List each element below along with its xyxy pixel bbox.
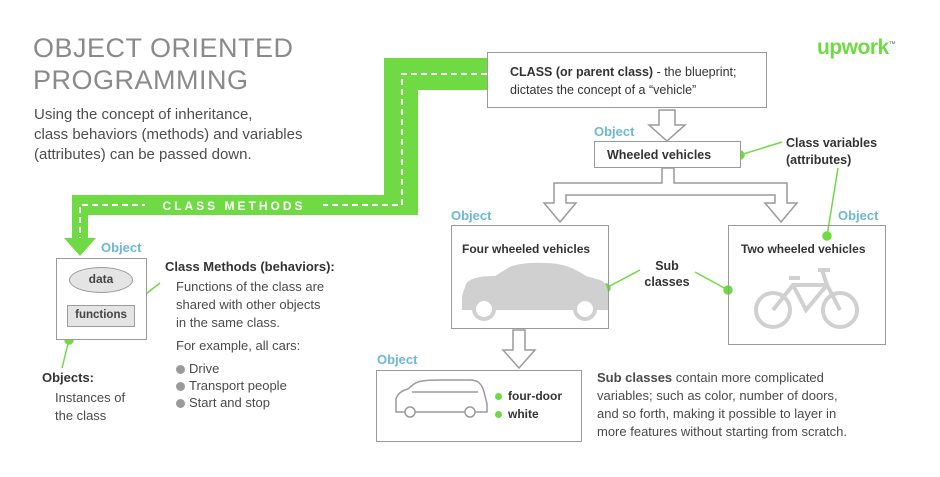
class-variables-line: Class variables: [786, 136, 878, 150]
logo-text: upwork: [817, 36, 889, 59]
sub-classes-label: Sub classes: [640, 258, 694, 290]
class-box-text-line2: dictates the concept of a “vehicle”: [510, 83, 697, 97]
sub-desc-line: variables; such as color, number of door…: [597, 388, 838, 403]
page-title: OBJECT ORIENTED PROGRAMMING: [33, 32, 294, 96]
object-label: Object: [451, 208, 492, 223]
object-box: data functions: [56, 258, 147, 340]
four-wheeled-box: Four wheeled vehicles: [451, 225, 609, 329]
object-label: Object: [101, 240, 142, 255]
logo-trademark: ™: [888, 41, 896, 48]
objects-desc: Instances of the class: [55, 389, 125, 425]
intro-line: Using the concept of inheritance,: [34, 106, 253, 123]
green-dot-icon: [495, 393, 502, 401]
example-intro: For example, all cars:: [176, 338, 301, 353]
sub-desc-line: more features without starting from scra…: [597, 424, 847, 439]
functions-box: functions: [67, 305, 135, 327]
objects-title: Objects:: [42, 370, 95, 385]
sub-classes-desc: Sub classes contain more complicated var…: [597, 369, 847, 441]
sub-desc-bold: Sub classes: [597, 370, 673, 385]
class-methods-desc-line: Functions of the class are: [176, 279, 325, 294]
objects-desc-line: Instances of: [55, 390, 126, 405]
class-methods-desc-line: in the same class.: [176, 315, 281, 330]
object-label: Object: [838, 208, 879, 223]
sub-classes-line: classes: [644, 275, 690, 289]
example-item: Drive: [176, 360, 287, 377]
sub-classes-line: Sub: [655, 259, 679, 273]
class-methods-banner: CLASS METHODS: [145, 198, 323, 214]
class-box-text: - the blueprint;: [653, 65, 737, 79]
instance-attr-text: four-door: [508, 389, 562, 403]
instance-box: four-door white: [376, 370, 582, 442]
intro-line: (attributes) can be passed down.: [34, 146, 252, 163]
data-ellipse: data: [69, 267, 133, 293]
car-icon: [462, 262, 608, 321]
inherit-arrow-branch: [542, 167, 799, 224]
objects-desc-line: the class: [55, 408, 107, 423]
class-box-title: CLASS (or parent class): [510, 65, 654, 79]
title-line-1: OBJECT ORIENTED: [33, 33, 294, 63]
class-variables-label: Class variables (attributes): [786, 135, 877, 169]
bicycle-icon: [754, 268, 859, 329]
sub-desc-line: and so forth, making it possible to laye…: [597, 406, 837, 421]
title-line-2: PROGRAMMING: [33, 65, 249, 95]
bullet-icon: [176, 382, 185, 392]
bullet-icon: [176, 399, 185, 409]
object-label: Object: [377, 352, 418, 367]
two-wheeled-box: Two wheeled vehicles: [728, 225, 886, 345]
class-variables-line: (attributes): [786, 153, 852, 167]
intro-line: class behaviors (methods) and variables: [34, 126, 303, 143]
example-text: Drive: [189, 361, 220, 376]
instance-attr-text: white: [508, 407, 539, 421]
intro-text: Using the concept of inheritance, class …: [34, 105, 354, 165]
two-wheeled-label: Two wheeled vehicles: [741, 242, 866, 256]
class-box: CLASS (or parent class) - the blueprint;…: [487, 52, 767, 108]
instance-attr: four-door: [495, 387, 562, 405]
class-methods-title: Class Methods (behaviors):: [165, 259, 335, 274]
inherit-arrow-instance: [501, 329, 537, 370]
example-item: Transport people: [176, 377, 287, 394]
object-label: Object: [594, 124, 635, 139]
bullet-icon: [176, 365, 185, 375]
class-methods-banner-text: CLASS METHODS: [162, 199, 306, 213]
green-connectors: [61, 141, 839, 369]
example-item: Start and stop: [176, 394, 287, 411]
sub-desc-line: contain more complicated: [672, 370, 824, 385]
green-dot-icon: [495, 411, 502, 419]
example-text: Start and stop: [189, 395, 270, 410]
minivan-icon: [395, 379, 488, 418]
inherit-arrow-main: [647, 109, 687, 143]
example-list: Drive Transport people Start and stop: [176, 360, 287, 411]
four-wheeled-label: Four wheeled vehicles: [462, 242, 591, 256]
class-methods-desc-line: shared with other objects: [176, 297, 321, 312]
wheeled-vehicles-label: Wheeled vehicles: [607, 148, 712, 162]
class-methods-desc: Functions of the class are shared with o…: [176, 278, 324, 332]
upwork-logo: upwork™: [817, 36, 896, 60]
instance-attr: white: [495, 405, 562, 423]
example-text: Transport people: [189, 378, 287, 393]
instance-attrs: four-door white: [495, 387, 562, 423]
wheeled-vehicles-box: Wheeled vehicles: [594, 141, 741, 168]
